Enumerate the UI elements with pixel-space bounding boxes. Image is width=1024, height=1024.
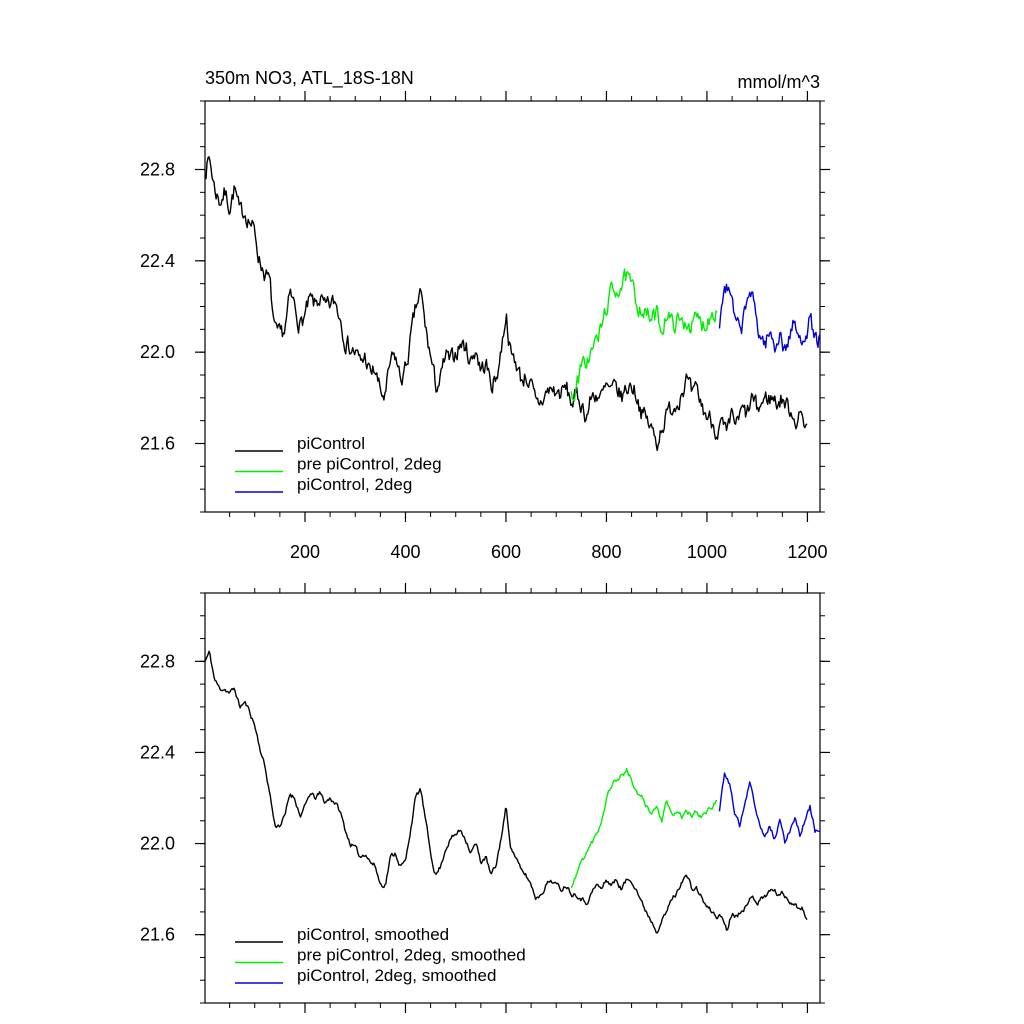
x-tick-label: 600 (491, 542, 521, 562)
legend-label: piControl, smoothed (297, 925, 449, 944)
series-line-pre-picontrol-2deg (570, 268, 718, 402)
y-tick-label: 22.8 (140, 651, 175, 671)
y-tick-label: 22.4 (140, 742, 175, 762)
x-tick-label: 200 (290, 542, 320, 562)
top-panel-raw: 21.6 22.0 22.4 22.8 200 400 600 800 1000 1200 piCo… (140, 91, 830, 562)
x-tick-label: 800 (591, 542, 621, 562)
y-tick-label: 21.6 (140, 434, 175, 454)
series-line-pre-picontrol-2deg-smoothed (570, 768, 718, 889)
legend-label: pre piControl, 2deg (297, 455, 442, 474)
x-tick-label: 400 (390, 542, 420, 562)
series-line-picontrol (204, 156, 808, 452)
chart-title: 350m NO3, ATL_18S-18N (205, 68, 414, 89)
bottom-panel-smoothed: 21.6 22.0 22.4 22.8 piControl, smoothed pre p… (140, 583, 830, 1013)
units-label: mmol/m^3 (738, 72, 820, 92)
y-tick-label: 22.4 (140, 251, 175, 271)
x-tick-label: 1000 (687, 542, 727, 562)
y-tick-label: 22.0 (140, 834, 175, 854)
legend-label: pre piControl, 2deg, smoothed (297, 946, 526, 965)
y-tick-label: 21.6 (140, 925, 175, 945)
y-tick-label: 22.0 (140, 342, 175, 362)
series-line-picontrol-2deg (718, 283, 821, 353)
series-line-picontrol-smoothed (204, 650, 808, 934)
legend-label: piControl (297, 434, 365, 453)
legend-label: piControl, 2deg, smoothed (297, 966, 496, 985)
x-tick-label: 1200 (787, 542, 827, 562)
y-tick-label: 22.8 (140, 160, 175, 180)
series-line-picontrol-2deg-smoothed (718, 772, 821, 844)
legend-label: piControl, 2deg (297, 475, 412, 494)
